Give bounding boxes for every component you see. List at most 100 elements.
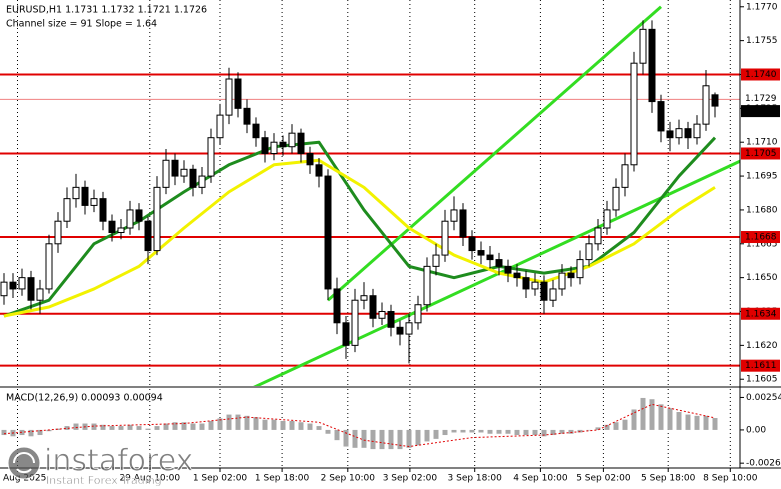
macd-bar	[559, 429, 565, 434]
macd-bar	[442, 429, 448, 436]
macd-bar	[37, 429, 43, 436]
y-tick-label: 1.1770	[746, 2, 778, 12]
candle-body	[333, 288, 341, 324]
macd-bar	[307, 423, 313, 430]
candle-body	[495, 259, 503, 267]
level-label: 1.1634	[745, 309, 777, 319]
candle-body	[162, 159, 170, 188]
watermark-name: instaforex	[44, 444, 193, 479]
macd-title: MACD(12,26,9) 0.00093 0.00094	[6, 393, 163, 404]
candle-body	[45, 243, 53, 290]
candle-body	[702, 85, 710, 125]
candle-body	[306, 152, 314, 166]
macd-signal	[3, 403, 716, 448]
candle-body	[0, 281, 8, 297]
macd-bar	[73, 423, 79, 430]
candle-body	[558, 272, 566, 290]
macd-bar	[289, 420, 295, 430]
candle-body	[513, 272, 521, 279]
x-tick-label: 29 Aug 10:00	[119, 474, 180, 484]
x-tick-label: 3 Sep 18:00	[448, 474, 503, 484]
y-tick-label: 1.1710	[746, 138, 778, 148]
candle-body	[207, 137, 215, 177]
candle-body	[567, 272, 575, 279]
x-tick-label: 3 Sep 02:00	[383, 474, 438, 484]
macd-bar	[703, 415, 709, 430]
candle-body	[576, 259, 584, 279]
candle-body	[315, 164, 323, 177]
candle-body	[54, 220, 62, 245]
macd-bar	[163, 423, 169, 430]
y-tick-label: 1.1605	[746, 375, 778, 385]
candle-body	[27, 277, 35, 301]
macd-bar	[253, 417, 259, 430]
macd-bar	[397, 429, 403, 450]
macd-bar	[262, 419, 268, 430]
watermark-logo	[7, 446, 41, 480]
macd-bar	[406, 429, 412, 448]
macd-bar	[424, 429, 430, 442]
macd-bar	[433, 429, 439, 439]
macd-bar	[595, 427, 601, 430]
macd-bar	[478, 429, 484, 433]
candle-body	[594, 227, 602, 245]
macd-bar	[91, 423, 97, 430]
candle-body	[297, 132, 305, 154]
level-label-box	[741, 231, 780, 244]
candle-body	[252, 123, 260, 139]
candle-body	[441, 220, 449, 256]
macd-bar	[568, 429, 574, 434]
macd-bar	[145, 428, 151, 430]
candle-body	[648, 28, 656, 103]
candle-body	[666, 130, 674, 139]
macd-bar	[685, 414, 691, 430]
macd-bar	[325, 429, 331, 434]
candle-body	[486, 254, 494, 261]
watermark-tagline: Instant Forex Trading	[46, 474, 162, 487]
candle-body	[369, 295, 377, 319]
macd-bar	[1, 429, 7, 436]
candle-body	[450, 209, 458, 222]
candle-body	[171, 159, 179, 177]
macd-bar	[235, 414, 241, 430]
candle-body	[630, 62, 638, 166]
candle-body	[585, 243, 593, 261]
candle-body	[36, 288, 44, 301]
candle-body	[135, 209, 143, 222]
macd-bar	[217, 418, 223, 430]
chart-subtitle: Channel size = 91 Slope = 1.64	[6, 19, 157, 30]
macd-bar	[388, 429, 394, 450]
candle-body	[531, 281, 539, 290]
candle-body	[234, 78, 242, 109]
ask-label-box	[741, 93, 780, 104]
level-label-box	[741, 147, 780, 160]
macd-bar	[100, 424, 106, 430]
candle-body	[432, 254, 440, 267]
macd-bar	[109, 426, 115, 430]
macd-bar	[550, 429, 556, 436]
macd-bar	[352, 429, 358, 448]
macd-bar	[118, 426, 124, 430]
macd-bar	[172, 422, 178, 430]
candle-body	[144, 220, 152, 252]
candle-body	[189, 168, 197, 188]
candle-body	[81, 186, 89, 206]
macd-y-tick-label: 0.00254	[746, 393, 781, 403]
y-tick-label: 1.1680	[746, 205, 778, 215]
macd-bar	[379, 429, 385, 450]
macd-bar	[154, 426, 160, 430]
watermark: instaforex Instant Forex Trading	[7, 443, 194, 487]
macd-bar	[127, 424, 133, 430]
candle-body	[18, 277, 26, 290]
macd-bar	[370, 429, 376, 450]
level-label-box	[741, 307, 780, 320]
x-tick-label: 2 Sep 10:00	[321, 474, 376, 484]
channel-line	[327, 5, 662, 302]
level-label: 1.1740	[745, 70, 777, 80]
macd-bar	[244, 415, 250, 430]
candle-body	[117, 227, 125, 234]
candle-body	[693, 123, 701, 139]
chart-title: EURUSD,H1 1.1731 1.1732 1.1721 1.1726	[6, 5, 207, 16]
candle-body	[243, 107, 251, 125]
